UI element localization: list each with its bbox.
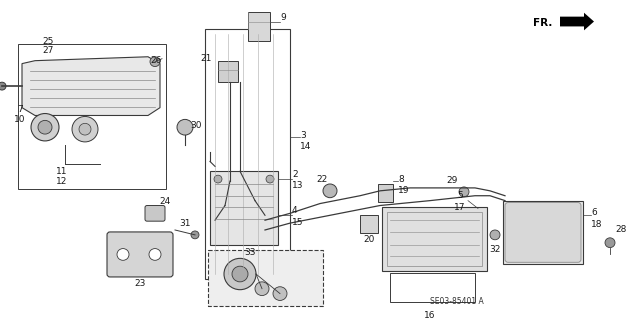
Text: 3: 3 [300,130,306,139]
Text: 14: 14 [300,142,312,151]
Circle shape [232,266,248,282]
Text: 18: 18 [591,219,602,229]
Text: 24: 24 [159,197,171,206]
Text: 13: 13 [292,182,303,190]
Text: 4: 4 [292,206,298,215]
Text: 19: 19 [398,186,410,195]
Circle shape [149,249,161,260]
Text: 21: 21 [200,54,212,63]
Circle shape [459,187,469,197]
Bar [218,61,238,82]
Circle shape [490,230,500,240]
Polygon shape [560,13,594,30]
Text: 10: 10 [14,115,26,124]
Bar [378,184,393,202]
Text: 20: 20 [364,235,374,244]
FancyBboxPatch shape [107,232,173,277]
Text: 23: 23 [134,279,146,288]
Text: 5: 5 [457,191,463,200]
Circle shape [191,231,199,239]
Circle shape [31,114,59,141]
Text: 6: 6 [591,208,596,217]
Text: SE03-85401 A: SE03-85401 A [430,297,484,306]
Text: 32: 32 [490,245,500,254]
Text: 30: 30 [190,121,202,130]
FancyBboxPatch shape [505,203,581,262]
Bar [360,215,378,233]
Circle shape [79,123,91,135]
Bar [382,207,487,271]
Text: 25: 25 [42,37,54,46]
Circle shape [177,119,193,135]
Circle shape [224,258,256,290]
Text: 22: 22 [316,174,328,184]
Text: 16: 16 [424,311,436,319]
Bar [503,201,583,264]
Circle shape [266,175,274,183]
Circle shape [214,175,222,183]
Circle shape [605,238,615,248]
Text: 17: 17 [454,203,466,212]
Text: 15: 15 [292,218,303,227]
Circle shape [117,249,129,260]
Text: 26: 26 [150,56,161,65]
Circle shape [255,282,269,295]
Text: 28: 28 [615,226,627,234]
Text: 7: 7 [17,105,23,114]
Circle shape [38,120,52,134]
Polygon shape [22,57,160,115]
Text: 31: 31 [179,219,191,228]
Circle shape [273,287,287,300]
Text: 11: 11 [56,167,68,176]
Text: 9: 9 [280,13,285,22]
Text: FR.: FR. [532,19,552,28]
Bar [387,212,482,266]
Circle shape [323,184,337,198]
Text: 8: 8 [398,174,404,184]
Bar [18,44,166,189]
Bar [210,171,278,245]
FancyBboxPatch shape [145,205,165,221]
Circle shape [72,116,98,142]
Text: 2: 2 [292,170,298,179]
Text: 29: 29 [447,175,458,185]
Text: 27: 27 [42,46,54,56]
Text: 12: 12 [56,176,68,186]
Bar [208,249,323,306]
Bar [248,12,270,41]
Circle shape [0,82,6,90]
Bar [390,273,475,302]
Text: 33: 33 [244,248,256,257]
Bar [205,29,290,279]
Circle shape [150,57,160,67]
